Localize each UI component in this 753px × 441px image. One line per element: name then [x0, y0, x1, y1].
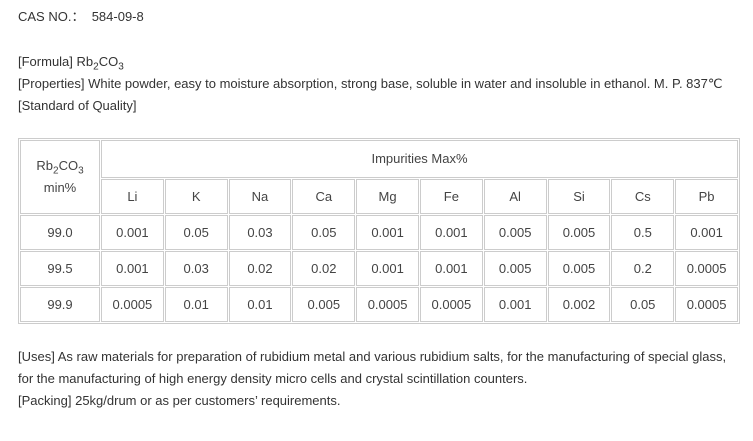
impurity-cell: 0.001 — [419, 215, 483, 250]
properties: [Properties] White powder, easy to moist… — [18, 76, 723, 91]
impurity-cell: 0.0005 — [356, 287, 419, 322]
formula-part: CO — [98, 54, 119, 69]
impurity-cell: 0.005 — [547, 251, 611, 286]
header-part: Rb — [36, 158, 53, 173]
impurity-cell: 0.02 — [228, 251, 292, 286]
formula-label: [Formula] — [18, 54, 73, 69]
impurity-cell: 0.0005 — [675, 287, 738, 322]
cas-label: CAS NO.： — [18, 9, 85, 24]
formula-sub: 3 — [118, 61, 124, 73]
impurity-cell: 0.2 — [611, 251, 675, 286]
impurity-cell: 0.001 — [101, 215, 164, 250]
impurity-cell: 0.001 — [356, 215, 419, 250]
impurity-cell: 0.05 — [164, 215, 228, 250]
group-header: Impurities Max% — [101, 140, 738, 178]
purity-cell: 99.5 — [20, 251, 100, 286]
element-row: Li K Na Ca Mg Fe Al Si Cs Pb — [20, 179, 738, 214]
element-header: Mg — [356, 179, 419, 214]
element-header: Si — [547, 179, 611, 214]
element-header: Fe — [419, 179, 483, 214]
impurity-cell: 0.05 — [292, 215, 356, 250]
impurity-cell: 0.005 — [292, 287, 356, 322]
impurity-cell: 0.005 — [547, 215, 611, 250]
data-row: 99.0 0.001 0.05 0.03 0.05 0.001 0.001 0.005 0.00… — [20, 215, 738, 250]
table-body: Rb2CO3 min% Impurities Max% Li K Na Ca Mg Fe Al… — [20, 140, 738, 322]
impurity-cell: 0.001 — [483, 287, 547, 322]
impurity-cell: 0.5 — [611, 215, 675, 250]
header-unit: min% — [43, 180, 77, 195]
impurity-cell: 0.0005 — [675, 251, 738, 286]
impurity-cell: 0.05 — [611, 287, 675, 322]
element-header: Na — [228, 179, 292, 214]
data-row: 99.9 0.0005 0.01 0.01 0.005 0.0005 0.0005 0.001… — [20, 287, 738, 322]
impurity-cell: 0.002 — [547, 287, 611, 322]
impurity-cell: 0.001 — [419, 251, 483, 286]
data-row: 99.5 0.001 0.03 0.02 0.02 0.001 0.001 0.005 0.00… — [20, 251, 738, 286]
standard: [Standard of Quality] — [18, 98, 137, 113]
element-header: Al — [483, 179, 547, 214]
packing: [Packing] 25kg/drum or as per customers’… — [18, 393, 341, 408]
formula-sub: 2 — [93, 61, 99, 73]
uses: [Uses] As raw materials for preparation … — [18, 349, 727, 386]
impurity-cell: 0.005 — [483, 215, 547, 250]
impurity-cell: 0.001 — [356, 251, 419, 286]
element-header: Cs — [611, 179, 675, 214]
impurity-cell: 0.001 — [675, 215, 738, 250]
formula-line: [Formula] Rb2CO3 — [18, 51, 739, 73]
header-part: CO — [58, 158, 79, 173]
impurity-cell: 0.001 — [101, 251, 164, 286]
impurity-cell: 0.01 — [164, 287, 228, 322]
impurity-cell: 0.005 — [483, 251, 547, 286]
element-header: Ca — [292, 179, 356, 214]
quality-table: Rb2CO3 min% Impurities Max% Li K Na Ca Mg Fe Al… — [18, 138, 740, 324]
impurity-cell: 0.03 — [228, 215, 292, 250]
cas-line: CAS NO.： 584-09-8 — [18, 6, 739, 28]
formula-part: Rb — [76, 54, 94, 69]
impurity-cell: 0.02 — [292, 251, 356, 286]
main-header: Rb2CO3 min% — [20, 140, 100, 214]
impurity-cell: 0.01 — [228, 287, 292, 322]
element-header: Li — [101, 179, 164, 214]
header-sub: 2 — [53, 165, 59, 177]
impurity-cell: 0.0005 — [101, 287, 164, 322]
impurity-cell: 0.0005 — [419, 287, 483, 322]
cas-value: 584-09-8 — [91, 9, 144, 24]
purity-cell: 99.0 — [20, 215, 100, 250]
element-header: K — [164, 179, 228, 214]
header-row: Rb2CO3 min% Impurities Max% — [20, 140, 738, 214]
impurity-cell: 0.03 — [164, 251, 228, 286]
header-sub: 3 — [78, 165, 84, 177]
purity-cell: 99.9 — [20, 287, 100, 322]
element-header: Pb — [675, 179, 738, 214]
